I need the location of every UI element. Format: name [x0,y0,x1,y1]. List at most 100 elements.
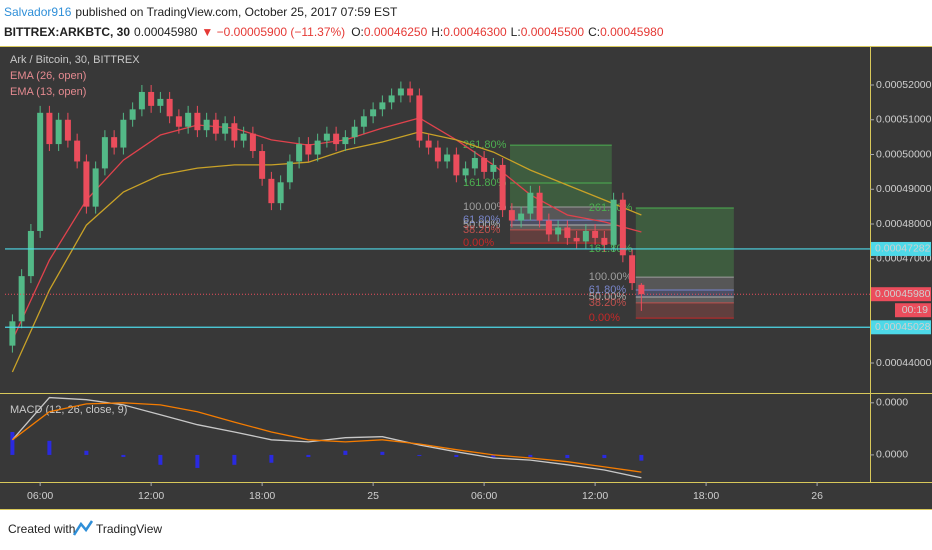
macd-histogram-bar [602,454,607,459]
candle-body [453,154,460,176]
candle-body [444,154,451,162]
price-badge [871,320,931,335]
ohlc-key: O: [351,25,364,39]
candle-body [305,144,312,155]
candle-body [610,199,617,245]
price-badge-label: 0.00045980 [875,288,931,300]
macd-histogram-bar [232,454,237,465]
candle-body [518,213,525,221]
candle-body [74,140,81,162]
candle-body [619,199,626,256]
macd-histogram-bar [343,450,348,455]
candle-body [92,168,99,207]
candle-body [175,116,182,127]
macd-histogram-bar [491,454,496,459]
fib-zone [635,302,734,319]
ohlc-value: 0.00046250 [364,25,428,39]
x-tick-label: 26 [811,490,823,502]
x-tick-label: 18:00 [693,490,719,502]
candle-body [259,151,266,179]
candle-body [407,88,414,96]
symbol: BITTREX:ARKBTC, 30 [4,25,130,39]
candle-body [222,123,229,134]
candle-body [129,109,136,120]
macd-histogram-bar [306,454,311,457]
chart-background [0,46,932,510]
candle-body [64,119,71,141]
x-tick-label: 12:00 [138,490,164,502]
fib-zone [510,206,612,221]
candle-body [564,227,571,238]
price-badge-label: 0.00045028 [875,321,931,333]
candle-body [185,112,192,127]
macd-histogram-bar [195,454,200,468]
y-tick-label: 0.00049000 [876,183,932,195]
fib-zone [635,277,734,291]
candle-body [582,230,589,242]
price-badge [871,241,931,256]
candle-body [416,95,423,141]
macd-y-tick-label: 0.0000 [876,449,908,461]
candle-body [37,112,44,231]
x-tick-label: 12:00 [582,490,608,502]
fib-zone [635,249,734,278]
y-tick-label: 0.00051000 [876,114,932,126]
y-tick-label: 0.00052000 [876,79,932,91]
candle-body [397,88,404,96]
candle-body [527,192,534,214]
published: published on TradingView.com, October 25… [75,5,398,19]
x-tick-label: 06:00 [471,490,497,502]
candle-body [573,237,580,242]
y-tick-label: 0.00048000 [876,218,932,230]
fib-label: 38.20% [589,297,627,309]
macd-histogram-bar [380,451,385,455]
brand[interactable]: TradingView [96,522,162,536]
candle-body [296,144,303,162]
fib-zone [510,183,612,207]
change: ▼ −0.00005900 (−11.37%) [201,25,345,39]
candle-body [388,95,395,103]
candle-body [277,182,284,204]
macd-histogram-bar [565,454,570,459]
x-tick-label: 25 [367,490,379,502]
candle-body [555,227,562,235]
user[interactable]: Salvador916 [4,5,72,19]
candle-body [166,98,173,117]
ohlc-key: L: [511,25,521,39]
x-tick-label: 18:00 [249,490,275,502]
macd-histogram-bar [84,450,89,455]
candle-body [231,123,238,141]
y-tick-label: 0.00050000 [876,148,932,160]
signal-line [12,402,642,473]
countdown-badge [895,303,931,318]
publish-line: Salvador916 published on TradingView.com,… [4,5,398,19]
candle-body [55,119,62,145]
candle-body [240,133,247,141]
candle-body [481,157,488,172]
candle-body [120,119,127,148]
fib-zone [635,208,734,250]
fib-label: 50.00% [463,219,501,231]
candle-body [370,109,377,117]
candle-body [490,164,497,172]
tradingview-logo[interactable]: TradingView [72,520,162,536]
macd-histogram-bar [639,454,644,461]
macd-line [11,396,642,479]
macd-y-tick-label: 0.0000 [876,397,908,409]
fib-zone [635,296,734,303]
fib-label: 100.00% [463,201,507,213]
candle-body [638,284,645,295]
created-with: Created with [8,522,75,536]
candle-body [111,137,118,148]
legend-entry: EMA (13, open) [10,86,86,98]
legend-entry: Ark / Bitcoin, 30, BITTREX [10,54,140,66]
candle-body [425,140,432,148]
last-price: 0.00045980 [134,25,198,39]
countdown: 00:19 [902,304,928,316]
fib-label: 0.00% [589,312,620,324]
price-badge-label: 0.00047282 [875,243,931,255]
macd-histogram-bar [454,454,459,457]
ohlc-value: 0.00046300 [443,25,507,39]
candle-body [342,137,349,145]
